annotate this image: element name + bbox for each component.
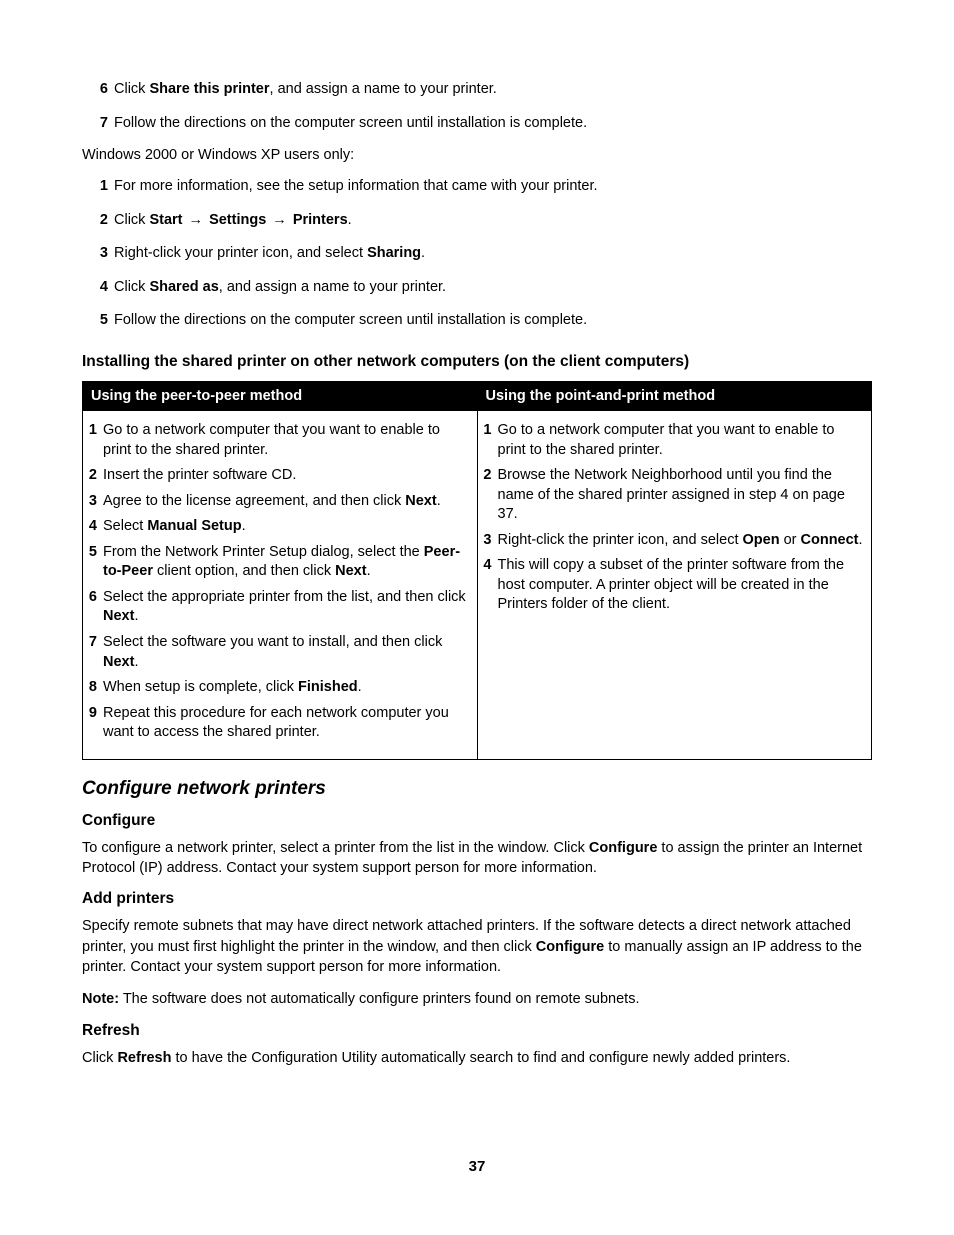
heading-configure: Configure xyxy=(82,812,872,830)
step-item: 3 Right-click your printer icon, and sel… xyxy=(92,244,872,264)
step-list-b: 1 For more information, see the setup in… xyxy=(82,177,872,331)
step-number: 3 xyxy=(85,492,103,512)
col-header-peer: Using the peer-to-peer method xyxy=(83,381,478,410)
heading-refresh: Refresh xyxy=(82,1022,872,1040)
step-number: 1 xyxy=(85,421,103,460)
step-text: For more information, see the setup info… xyxy=(114,177,872,197)
table-step: 7Select the software you want to install… xyxy=(85,633,471,672)
step-text: Go to a network computer that you want t… xyxy=(103,421,471,460)
step-number: 4 xyxy=(85,517,103,537)
step-text: From the Network Printer Setup dialog, s… xyxy=(103,543,471,582)
step-text: Agree to the license agreement, and then… xyxy=(103,492,471,512)
step-number: 5 xyxy=(85,543,103,582)
step-text: Click Shared as, and assign a name to yo… xyxy=(114,278,872,298)
step-item: 2 Click Start → Settings → Printers. xyxy=(92,211,872,231)
methods-table: Using the peer-to-peer method Using the … xyxy=(82,381,872,760)
page-number: 37 xyxy=(0,1158,954,1175)
step-text: Right-click the printer icon, and select… xyxy=(498,531,866,551)
step-number: 9 xyxy=(85,704,103,743)
step-text: Select Manual Setup. xyxy=(103,517,471,537)
table-step: 3Right-click the printer icon, and selec… xyxy=(480,531,866,551)
step-text: Repeat this procedure for each network c… xyxy=(103,704,471,743)
step-number: 2 xyxy=(85,466,103,486)
step-text: Browse the Network Neighborhood until yo… xyxy=(498,466,866,525)
table-step: 5From the Network Printer Setup dialog, … xyxy=(85,543,471,582)
step-text: When setup is complete, click Finished. xyxy=(103,678,471,698)
step-text: Select the software you want to install,… xyxy=(103,633,471,672)
step-number: 4 xyxy=(480,556,498,615)
table-step: 4Select Manual Setup. xyxy=(85,517,471,537)
step-item: 5 Follow the directions on the computer … xyxy=(92,311,872,331)
step-number: 3 xyxy=(480,531,498,551)
para-configure: To configure a network printer, select a… xyxy=(82,838,872,879)
step-text: This will copy a subset of the printer s… xyxy=(498,556,866,615)
step-text: Click Share this printer, and assign a n… xyxy=(114,80,872,100)
step-item: 4 Click Shared as, and assign a name to … xyxy=(92,278,872,298)
step-number: 5 xyxy=(92,311,114,331)
intro-text: Windows 2000 or Windows XP users only: xyxy=(82,147,872,163)
step-item: 6 Click Share this printer, and assign a… xyxy=(92,80,872,100)
step-text: Go to a network computer that you want t… xyxy=(498,421,866,460)
step-number: 7 xyxy=(85,633,103,672)
col-header-point: Using the point-and-print method xyxy=(477,381,872,410)
step-number: 6 xyxy=(92,80,114,100)
para-refresh: Click Refresh to have the Configuration … xyxy=(82,1048,872,1068)
step-text: Select the appropriate printer from the … xyxy=(103,588,471,627)
step-number: 4 xyxy=(92,278,114,298)
step-number: 7 xyxy=(92,114,114,134)
cell-peer: 1Go to a network computer that you want … xyxy=(83,410,478,759)
step-text: Insert the printer software CD. xyxy=(103,466,471,486)
heading-add: Add printers xyxy=(82,890,872,908)
step-number: 6 xyxy=(85,588,103,627)
table-step: 8When setup is complete, click Finished. xyxy=(85,678,471,698)
step-number: 2 xyxy=(480,466,498,525)
step-item: 1 For more information, see the setup in… xyxy=(92,177,872,197)
heading-install: Installing the shared printer on other n… xyxy=(82,353,872,371)
page-content: 6 Click Share this printer, and assign a… xyxy=(0,0,954,1068)
table-step: 9Repeat this procedure for each network … xyxy=(85,704,471,743)
step-text: Click Start → Settings → Printers. xyxy=(114,211,872,231)
step-item: 7 Follow the directions on the computer … xyxy=(92,114,872,134)
table-step: 6Select the appropriate printer from the… xyxy=(85,588,471,627)
table-step: 1Go to a network computer that you want … xyxy=(85,421,471,460)
step-text: Follow the directions on the computer sc… xyxy=(114,311,872,331)
table-step: 4This will copy a subset of the printer … xyxy=(480,556,866,615)
heading-configure-network: Configure network printers xyxy=(82,778,872,800)
step-text: Follow the directions on the computer sc… xyxy=(114,114,872,134)
step-text: Right-click your printer icon, and selec… xyxy=(114,244,872,264)
step-number: 1 xyxy=(92,177,114,197)
para-add: Specify remote subnets that may have dir… xyxy=(82,916,872,977)
cell-point: 1Go to a network computer that you want … xyxy=(477,410,872,759)
table-step: 2Browse the Network Neighborhood until y… xyxy=(480,466,866,525)
table-step: 2Insert the printer software CD. xyxy=(85,466,471,486)
para-add-note: Note: The software does not automaticall… xyxy=(82,989,872,1009)
step-number: 1 xyxy=(480,421,498,460)
step-list-a: 6 Click Share this printer, and assign a… xyxy=(82,80,872,133)
table-step: 3Agree to the license agreement, and the… xyxy=(85,492,471,512)
step-number: 2 xyxy=(92,211,114,231)
step-number: 8 xyxy=(85,678,103,698)
table-step: 1Go to a network computer that you want … xyxy=(480,421,866,460)
step-number: 3 xyxy=(92,244,114,264)
